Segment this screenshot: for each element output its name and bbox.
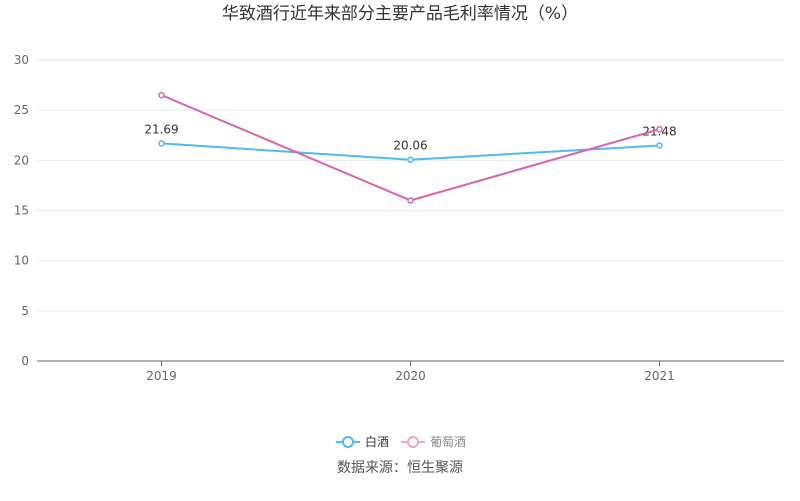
data-point[interactable] [407,156,414,163]
y-tick-label: 30 [14,53,29,67]
data-point[interactable] [656,142,663,149]
data-label: 21.69 [144,122,178,136]
data-point[interactable] [656,125,663,133]
y-tick-label: 25 [14,103,29,117]
y-tick-label: 0 [21,354,29,368]
y-tick-label: 5 [21,304,29,318]
x-tick-label: 2021 [644,369,675,383]
y-tick-label: 15 [14,204,29,218]
data-label: 20.06 [393,139,427,153]
legend-marker[interactable] [407,436,419,448]
data-point[interactable] [407,197,414,204]
data-point[interactable] [158,91,165,99]
y-tick-label: 10 [14,254,29,268]
legend-marker[interactable] [342,436,354,448]
y-tick-label: 20 [14,153,29,167]
x-tick-label: 2020 [395,369,426,383]
legend-label[interactable]: 葡萄酒 [430,435,466,449]
legend-label[interactable]: 白酒 [365,434,389,449]
x-tick-label: 2019 [146,369,177,383]
chart-title: 华致酒行近年来部分主要产品毛利率情况（%） [222,4,578,24]
source-note: 数据来源：恒生聚源 [337,460,463,476]
data-point[interactable] [158,140,165,147]
